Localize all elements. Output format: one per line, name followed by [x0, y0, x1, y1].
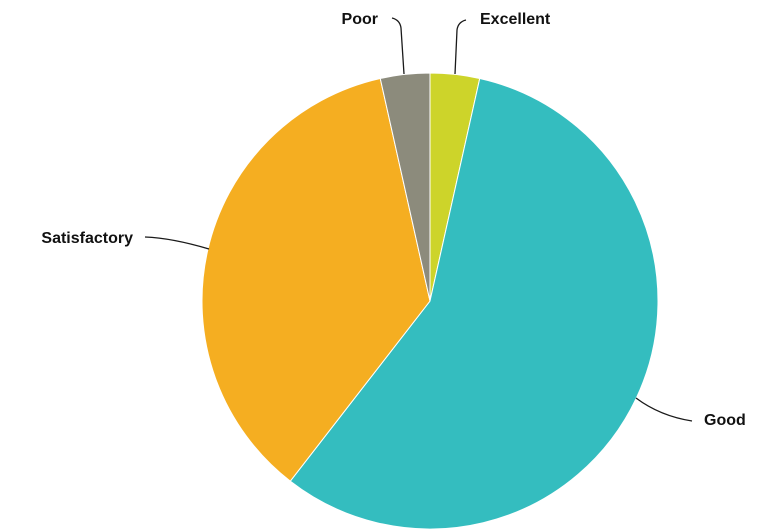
slice-label-good: Good	[704, 412, 746, 429]
slice-label-poor: Poor	[342, 11, 378, 28]
leader-line-poor	[391, 17, 405, 75]
leader-line-excellent	[454, 19, 467, 75]
pie-slice-satisfactory	[201, 77, 431, 482]
pie-slice-poor	[379, 72, 431, 302]
slice-label-excellent: Excellent	[480, 11, 551, 28]
leader-line-good	[635, 397, 693, 422]
pie-slices	[201, 72, 659, 529]
leader-line-satisfactory	[144, 236, 210, 250]
slice-label-satisfactory: Satisfactory	[41, 230, 133, 247]
